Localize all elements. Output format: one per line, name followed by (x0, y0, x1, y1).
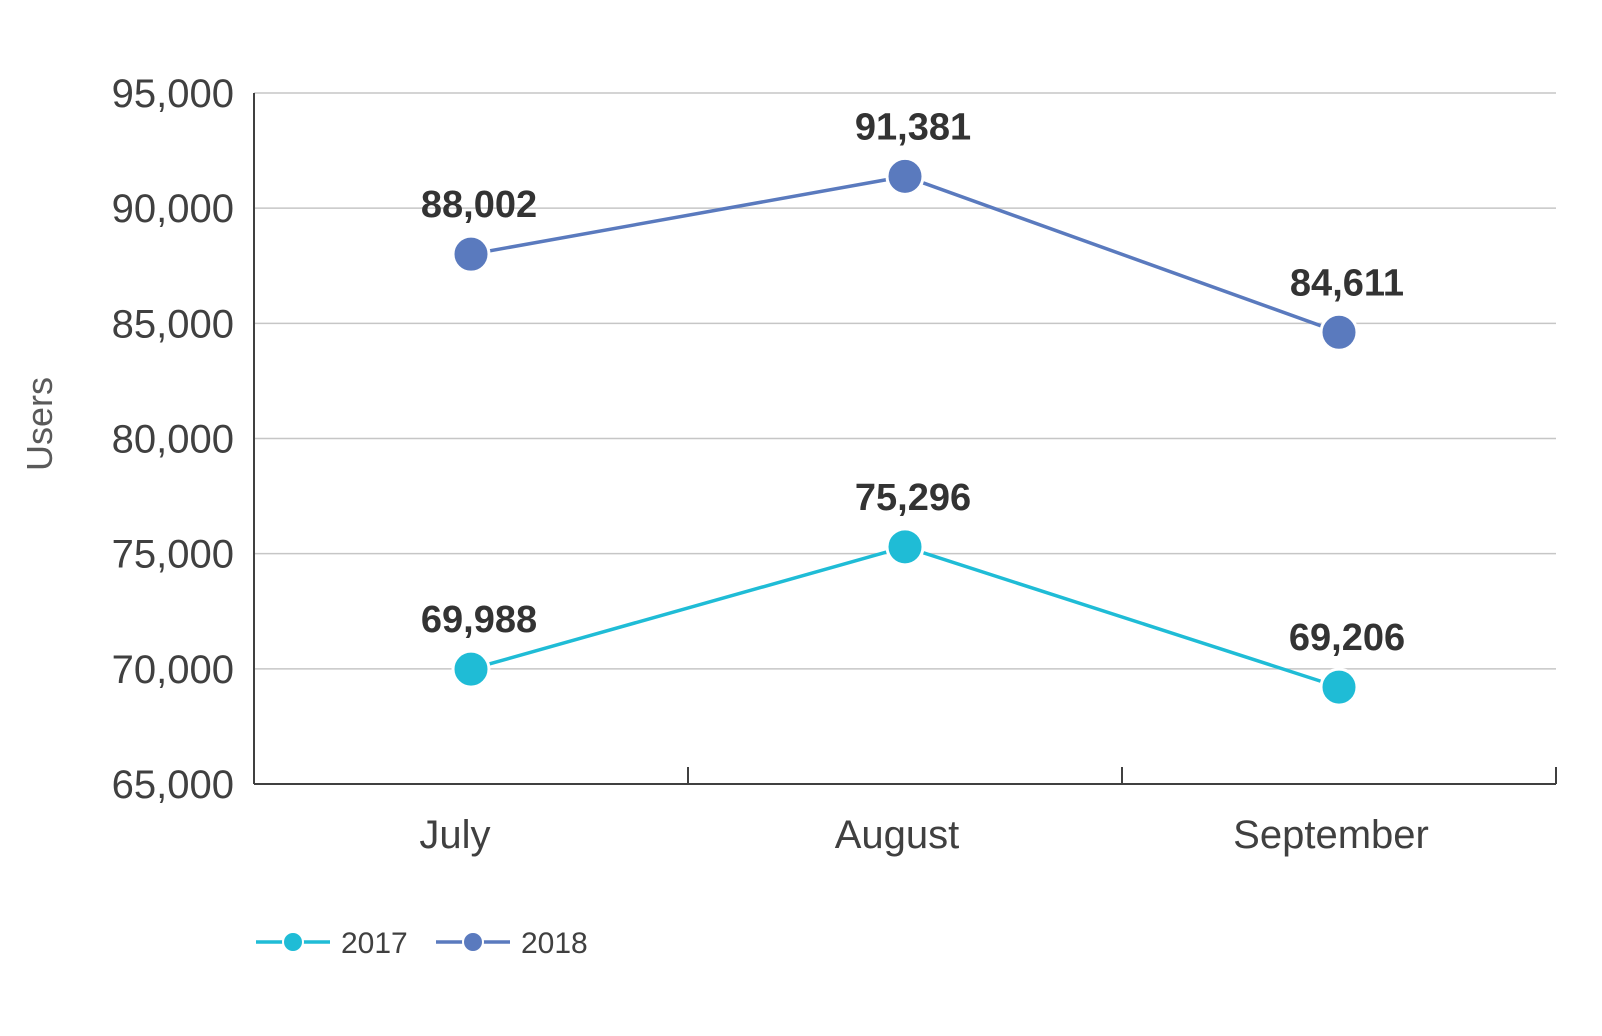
data-label-2018: 84,611 (1290, 262, 1404, 304)
data-label-2017: 69,206 (1289, 617, 1405, 659)
x-tick-label: August (835, 813, 960, 857)
data-point-2018[interactable] (885, 156, 925, 196)
legend-item-2018[interactable]: 2018 (436, 927, 588, 960)
data-label-2018: 91,381 (855, 106, 971, 148)
data-label-2018: 88,002 (421, 184, 537, 226)
data-point-2017[interactable] (885, 527, 925, 567)
x-tick-label: September (1233, 813, 1429, 857)
data-label-2017: 75,296 (855, 477, 971, 519)
series-line-2018 (470, 174, 1340, 334)
legend-label: 2017 (341, 927, 408, 960)
data-label-2017: 69,988 (421, 599, 537, 641)
data-labels: 69,988 75,296 69,206 88,002 91,381 84,611 (421, 106, 1405, 659)
legend-label: 2018 (521, 927, 588, 960)
x-tick-labels: July August September (419, 813, 1428, 857)
y-tick-label: 90,000 (112, 187, 234, 231)
data-point-2018[interactable] (1319, 312, 1359, 352)
series-line-2017 (470, 545, 1340, 689)
axes (253, 93, 1557, 785)
data-point-2018[interactable] (451, 234, 491, 274)
y-tick-label: 80,000 (112, 418, 234, 462)
y-tick-label: 65,000 (112, 763, 234, 807)
data-point-2017[interactable] (1319, 667, 1359, 707)
legend-item-2017[interactable]: 2017 (256, 927, 408, 960)
series (451, 156, 1359, 707)
x-tick-label: July (419, 813, 490, 857)
legend-swatch-marker (462, 931, 484, 953)
y-tick-label: 70,000 (112, 648, 234, 692)
legend[interactable]: 2017 2018 (256, 927, 588, 960)
y-tick-label: 75,000 (112, 533, 234, 577)
y-tick-labels: 65,000 70,000 75,000 80,000 85,000 90,000 95,0… (112, 72, 234, 807)
y-tick-label: 95,000 (112, 72, 234, 116)
legend-swatch-marker (282, 931, 304, 953)
y-axis-title: Users (19, 377, 60, 471)
data-point-2017[interactable] (451, 649, 491, 689)
y-tick-label: 85,000 (112, 302, 234, 346)
